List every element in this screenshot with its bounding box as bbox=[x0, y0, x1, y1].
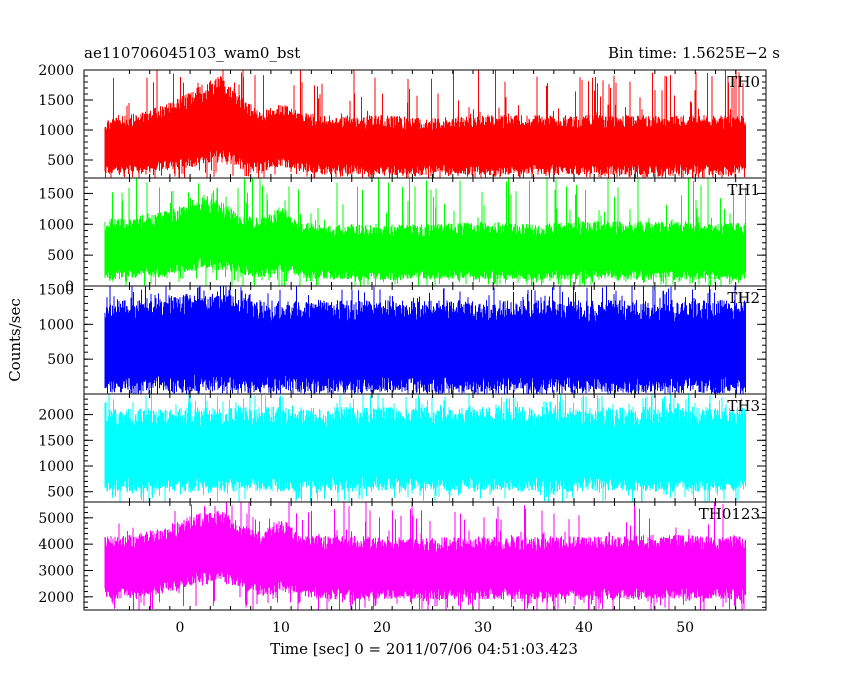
y-tick-label: 2000 bbox=[38, 408, 74, 424]
y-tick-label: 500 bbox=[47, 153, 74, 169]
series-label-th1: TH1 bbox=[727, 181, 760, 199]
x-tick-label: 50 bbox=[676, 620, 694, 636]
series-line-th1 bbox=[104, 178, 746, 286]
panel-th0: 500 1000 1500 2000 TH0 bbox=[38, 63, 767, 179]
y-axis-label: Counts/sec bbox=[6, 298, 24, 382]
x-tick-label: 20 bbox=[373, 620, 391, 636]
x-tick-label: 0 bbox=[176, 620, 185, 636]
y-tick-label: 1000 bbox=[38, 123, 74, 139]
y-tick-label: 2000 bbox=[38, 63, 74, 79]
y-tick-label: 500 bbox=[47, 248, 74, 264]
y-tick-label: 1000 bbox=[38, 459, 74, 475]
series-label-th0123: TH0123 bbox=[699, 505, 760, 523]
y-tick-label: 0 bbox=[65, 279, 74, 295]
y-tick-label: 1500 bbox=[38, 433, 74, 449]
panel-th0123: 2000 3000 4000 5000 TH0123 bbox=[38, 501, 767, 611]
x-tick-label: 30 bbox=[474, 620, 492, 636]
panel-th1: 0 500 1000 1500 TH1 bbox=[38, 177, 767, 295]
y-tick-label: 500 bbox=[47, 352, 74, 368]
y-tick-label: 3000 bbox=[38, 563, 74, 579]
panel-frame bbox=[83, 501, 767, 611]
y-tick-label: 5000 bbox=[38, 511, 74, 527]
series-label-th2: TH2 bbox=[727, 289, 760, 307]
series-label-th3: TH3 bbox=[727, 397, 760, 415]
bin-time-label: Bin time: 1.5625E−2 s bbox=[608, 44, 780, 62]
series-line-th0 bbox=[104, 70, 746, 178]
y-tick-label: 1500 bbox=[38, 93, 74, 109]
x-tick-label: 40 bbox=[575, 620, 593, 636]
y-tick-label: 1000 bbox=[38, 317, 74, 333]
y-tick-label: 1500 bbox=[38, 282, 74, 298]
x-axis-label: Time [sec] 0 = 2011/07/06 04:51:03.423 bbox=[270, 640, 578, 658]
y-tick-label: 1500 bbox=[38, 186, 74, 202]
y-tick-label: 1000 bbox=[38, 217, 74, 233]
y-tick-label: 4000 bbox=[38, 537, 74, 553]
panel-th2: 500 1000 1500 TH2 bbox=[38, 282, 767, 395]
series-line-th0123 bbox=[104, 502, 746, 610]
series-line-th3 bbox=[104, 394, 746, 502]
series-label-th0: TH0 bbox=[727, 73, 760, 91]
y-tick-label: 500 bbox=[47, 485, 74, 501]
y-tick-label: 2000 bbox=[38, 590, 74, 606]
object-name-title: ae110706045103_wam0_bst bbox=[84, 44, 300, 62]
x-tick-label: 10 bbox=[272, 620, 290, 636]
series-line-th2 bbox=[104, 286, 746, 394]
